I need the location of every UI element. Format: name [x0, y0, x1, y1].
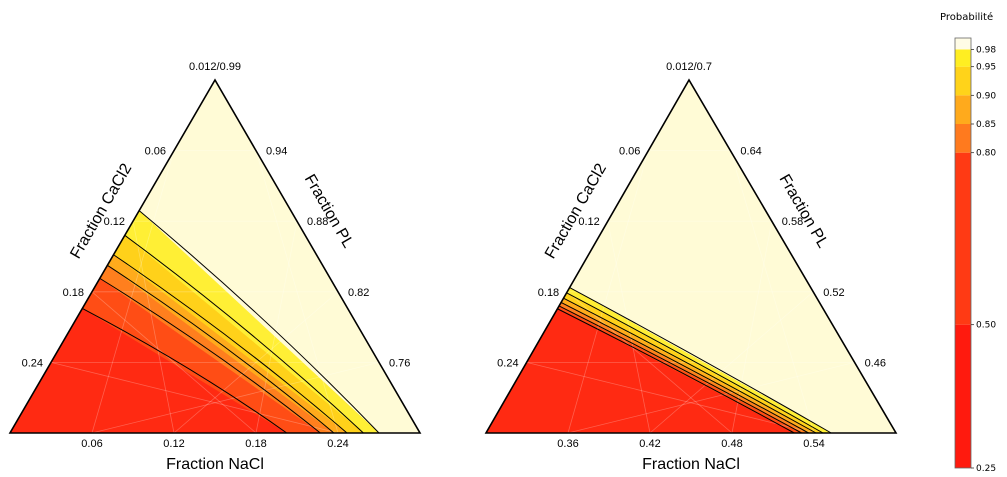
bottom-tick-label: 0.06: [81, 438, 102, 450]
grid-line: [649, 291, 814, 434]
grid-line: [91, 150, 175, 434]
apex-label: 0.012/0.99: [189, 61, 241, 73]
bottom-tick-label: 0.36: [557, 438, 578, 450]
right-axis-label: Fraction PL: [776, 172, 832, 251]
contour-line: [557, 308, 795, 434]
left-tick-label: 0.18: [538, 287, 559, 299]
left-tick-label: 0.24: [22, 357, 43, 369]
bottom-tick-label: 0.54: [803, 438, 824, 450]
bottom-tick-label: 0.42: [639, 438, 660, 450]
bottom-tick-label: 0.18: [245, 438, 266, 450]
colorbar-swatch: [955, 95, 971, 124]
grid-line: [255, 221, 298, 434]
left-tick-label: 0.06: [145, 146, 166, 158]
colorbar: Probabilité 0.25 0.50 0.80 0.85 0.90 0.95 0.98: [940, 11, 996, 474]
left-tick-label: 0.06: [619, 146, 640, 158]
contour-line: [82, 307, 288, 434]
grid-line: [173, 291, 339, 434]
contour-line: [569, 287, 832, 434]
contour-line: [107, 264, 335, 434]
left-tick-label: 0.18: [63, 287, 84, 299]
right-tick-label: 0.46: [865, 357, 886, 369]
contour-line: [113, 254, 348, 434]
contour-region: [10, 308, 287, 433]
right-tick-label: 0.94: [266, 146, 287, 158]
right-tick-label: 0.82: [348, 287, 369, 299]
contour-line: [558, 305, 802, 434]
grid-line: [50, 362, 339, 434]
bottom-tick-label: 0.48: [721, 438, 742, 450]
contour-region: [486, 308, 795, 433]
left-tick-label: 0.12: [104, 216, 125, 228]
right-tick-label: 0.64: [740, 146, 761, 158]
colorbar-tick-label: 0.80: [976, 149, 996, 159]
grid-line: [730, 150, 815, 434]
bottom-axis-label: Fraction NaCl: [166, 456, 264, 473]
ternary-plot-left: 0.012/0.99 0.06 0.12 0.18 0.24 0.94 0.88 0.82…: [8, 61, 422, 473]
right-axis-label: Fraction PL: [301, 172, 357, 251]
right-tick-label: 0.76: [389, 357, 410, 369]
colorbar-frame: [954, 37, 972, 469]
contour-line: [138, 210, 380, 434]
left-tick-label: 0.24: [497, 357, 518, 369]
bottom-axis-label: Fraction NaCl: [642, 456, 740, 473]
colorbar-swatch: [955, 38, 971, 50]
colorbar-tick-label: 0.98: [976, 45, 996, 55]
bottom-tick-label: 0.12: [163, 438, 184, 450]
grid-line: [567, 362, 855, 434]
grid-line: [255, 150, 339, 434]
colorbar-tick-label: 0.85: [976, 120, 996, 130]
contour-line: [560, 301, 809, 434]
grid-line: [566, 291, 733, 434]
triangle-outline: [8, 78, 422, 434]
colorbar-swatch: [955, 66, 971, 96]
contour-line: [124, 234, 364, 434]
grid-line: [526, 362, 815, 434]
colorbar-title: Probabilité: [940, 11, 993, 23]
contour-line: [563, 297, 817, 434]
colorbar-tick-label: 0.50: [976, 321, 996, 331]
colorbar-tick-label: 0.95: [976, 63, 996, 73]
grid-line: [731, 221, 773, 434]
colorbar-swatch: [955, 124, 971, 153]
grid-line: [91, 291, 257, 434]
contour-line: [566, 292, 824, 434]
right-tick-label: 0.52: [823, 287, 844, 299]
bottom-tick-label: 0.24: [327, 438, 348, 450]
left-tick-label: 0.12: [578, 216, 599, 228]
apex-label: 0.012/0.7: [666, 61, 712, 73]
colorbar-swatch: [955, 324, 971, 468]
colorbar-tick-label: 0.25: [976, 464, 996, 474]
right-tick-label: 0.58: [782, 216, 803, 228]
ternary-plot-right: 0.012/0.7 0.06 0.12 0.18 0.24 0.64 0.58 0.52 0…: [484, 61, 898, 473]
colorbar-tick-label: 0.90: [976, 91, 996, 101]
grid-line: [132, 221, 175, 434]
grid-line: [607, 221, 651, 434]
contour-line: [99, 277, 321, 434]
right-tick-label: 0.88: [307, 216, 328, 228]
grid-line: [567, 150, 649, 434]
colorbar-swatch: [955, 152, 971, 325]
colorbar-swatch: [955, 49, 971, 67]
triangle-outline: [484, 78, 898, 434]
